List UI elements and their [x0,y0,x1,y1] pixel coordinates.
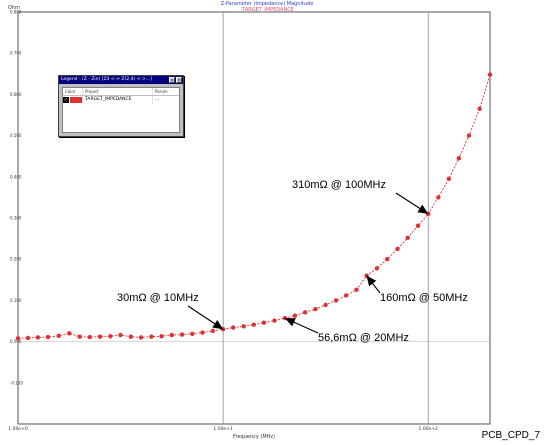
data-point [251,322,256,327]
visibility-checkbox[interactable]: ✓ [63,97,69,103]
data-point [77,334,82,339]
annotations: 310mΩ @ 100MHz 160mΩ @ 50MHz 30mΩ @ 10MHz 5… [117,179,468,344]
data-point [179,332,185,337]
data-point [477,106,482,112]
legend-row[interactable]: ✓ TARGET_IMPEDANCE ... [63,96,179,104]
y-tick-label: 0.400 [10,174,22,179]
data-point [302,310,308,315]
legend-color-cell: ✓ [63,96,83,104]
annotation-label: 160mΩ @ 50MHz [380,292,468,304]
data-point [405,235,410,240]
data-point [241,324,246,329]
chart-title: Z-Parameter (Impedance) Magnitude [221,1,314,7]
data-point [128,334,134,339]
data-point [231,325,236,330]
y-tick-label: 0.000 [10,339,22,344]
data-point [272,318,277,323]
data-point [87,334,93,340]
chart-subtitle: TARGET_IMPEDANCE [241,7,294,13]
annotation-arrowhead [417,204,429,214]
annotation-label: 30mΩ @ 10MHz [117,292,199,304]
data-point [190,331,195,336]
plot-area [17,11,491,425]
annotation-arrowhead [212,319,224,330]
data-point [436,195,441,200]
data-point [466,133,472,138]
data-point [343,293,349,298]
data-point [15,336,21,341]
legend-col-project: Project [83,88,153,95]
y-tick-label: 0.700 [10,51,22,56]
data-point [446,176,452,182]
data-point [108,334,113,339]
legend-title: Legend - (Z - Zin) [Z4 <-> Z(2,4) <->...… [61,77,152,82]
y-axis-unit: Ohm [8,5,20,11]
data-point [210,328,216,334]
data-point [169,332,174,338]
grid [18,12,490,424]
data-point [415,223,421,229]
annotation-label: 310mΩ @ 100MHz [292,179,386,191]
data-point [354,287,359,292]
data-point [456,156,462,161]
data-point [118,332,123,338]
y-tick-label: -0.100 [10,380,23,385]
data-point [25,335,31,341]
legend-titlebar[interactable]: Legend - (Z - Zin) [Z4 <-> Z(2,4) <->...… [59,76,183,84]
annotation-arrowhead [284,318,296,327]
figure-id-label: PCB_CPD_7 [481,430,540,441]
data-point [97,334,103,339]
data-point [323,302,328,308]
y-tick-label: 0.200 [10,257,22,262]
y-tick-label: 0.800 [10,10,22,15]
y-tick-label: 0.500 [10,133,22,138]
data-point [313,306,318,312]
data-point [200,330,205,335]
data-point [35,335,41,340]
annotation-arrowhead [366,275,377,287]
data-point [395,246,400,252]
data-point [149,334,154,339]
maximize-button[interactable]: ▫ [169,77,175,83]
legend-col-param: Param [155,89,168,94]
data-point [56,333,61,339]
y-tick-label: 0.300 [10,216,22,221]
data-point [159,334,164,339]
x-tick-label: 1.00e+2 [419,426,439,432]
legend-col-color: Color [63,88,83,95]
annotation-label: 56,6mΩ @ 20MHz [318,332,409,344]
x-axis-label: Frequency (MHz) [233,434,275,440]
y-tick-label: 0.600 [10,92,22,97]
data-point [292,313,298,318]
data-point [261,320,267,325]
data-point [385,257,390,262]
color-swatch [70,97,82,103]
data-point [45,334,51,340]
legend-window[interactable]: Legend - (Z - Zin) [Z4 <-> Z(2,4) <->...… [58,75,184,137]
y-tick-label: 0.100 [10,298,22,303]
data-point [374,266,380,271]
x-tick-label: 1.00e+0 [8,426,28,432]
data-point [487,72,493,77]
data-point [138,335,144,340]
data-point [67,331,72,336]
data-point [333,298,339,303]
x-tick-labels: 1.00e+0 1.00e+1 1.00e+2 [8,426,438,432]
legend-table: Color Project Param ✓ TARGET_IMPEDANCE .… [62,87,180,133]
x-tick-label: 1.00e+1 [213,426,233,432]
series-line [17,74,491,339]
y-tick-labels: 0.800 0.700 0.600 0.500 0.400 0.300 0.200 0.100… [10,10,23,386]
close-button[interactable]: × [176,77,182,83]
legend-project-cell: TARGET_IMPEDANCE [83,96,153,104]
legend-param-cell: ... [155,97,160,102]
legend-header-row: Color Project Param [63,88,179,96]
